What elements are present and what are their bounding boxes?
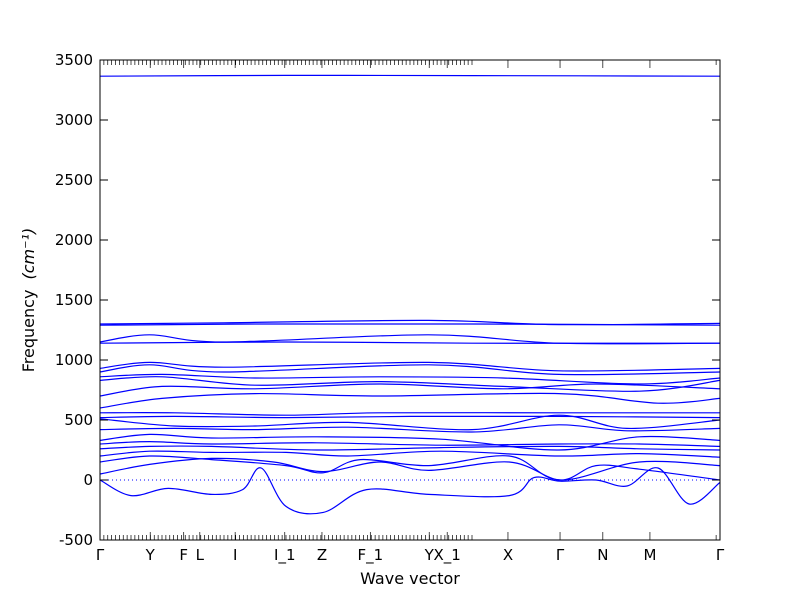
- x-tick-label: Y: [145, 546, 156, 564]
- band-line-22: [99, 467, 721, 515]
- x-tick-label: I_1: [274, 546, 295, 565]
- y-tick-label: 2500: [55, 171, 93, 189]
- band-line-13: [99, 415, 721, 419]
- y-axis-label: Frequency (cm⁻¹): [19, 228, 38, 372]
- x-tick-label: Y: [424, 546, 435, 564]
- band-line-10: [99, 383, 721, 397]
- y-tick-label: 3500: [55, 51, 93, 69]
- y-tick-label: 1500: [55, 291, 93, 309]
- y-tick-label: 500: [64, 411, 93, 429]
- band-line-6: [99, 361, 721, 372]
- x-tick-label: F_1: [357, 546, 383, 565]
- x-tick-label: Γ: [96, 546, 105, 564]
- band-line-8: [99, 373, 721, 385]
- y-axis-label-text: Frequency: [19, 290, 38, 373]
- y-tick-label: 0: [83, 471, 93, 489]
- y-tick-label: -500: [59, 531, 93, 549]
- band-line-15: [99, 424, 721, 433]
- x-tick-label: M: [643, 546, 656, 564]
- x-tick-label: N: [597, 546, 608, 564]
- y-tick-label: 1000: [55, 351, 93, 369]
- x-tick-label: Z: [317, 546, 327, 564]
- x-tick-label: L: [196, 546, 205, 564]
- band-line-19: [99, 450, 721, 458]
- band-line-7: [99, 364, 721, 376]
- y-ticks: -500 0 500 1000 1500 2000 2500 3000 3500: [55, 51, 720, 549]
- y-axis-label-unit: (cm⁻¹): [19, 228, 38, 280]
- x-axis-label: Wave vector: [360, 569, 460, 588]
- band-line-17: [99, 440, 721, 447]
- x-tick-label: Γ: [556, 546, 565, 564]
- x-tick-label: X_1: [434, 546, 461, 565]
- y-tick-label: 2000: [55, 231, 93, 249]
- x-tick-label: F: [179, 546, 188, 564]
- band-line-12: [99, 412, 720, 416]
- x-tick-label: I: [233, 546, 237, 564]
- x-tick-label: Γ: [716, 546, 725, 564]
- band-line-18: [99, 445, 721, 451]
- x-ticks: Γ Y F L I I_1 Z F_1 Y X_1 X Γ N M Γ: [96, 60, 725, 565]
- band-line-14: [99, 414, 721, 431]
- band-line-16: [99, 433, 721, 451]
- band-line-21: [99, 457, 721, 481]
- band-line-11: [99, 392, 721, 409]
- band-line-3: [99, 323, 721, 326]
- band-line-1: [99, 74, 721, 77]
- band-line-9: [99, 376, 721, 392]
- x-tick-label: X: [503, 546, 513, 564]
- band-line-5: [99, 341, 721, 344]
- y-tick-label: 3000: [55, 111, 93, 129]
- band-lines: [99, 74, 721, 515]
